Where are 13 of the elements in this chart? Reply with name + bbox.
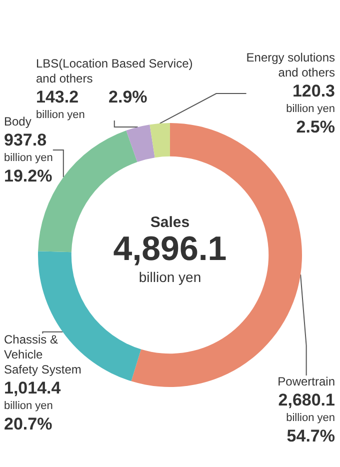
- slice-label: Powertrain: [278, 374, 335, 388]
- slice-label: Chassis & Vehicle Safety System: [4, 332, 82, 376]
- data-label: 2,680.1 billion yen 54.7%: [278, 390, 335, 446]
- text: Sales: [150, 214, 190, 231]
- data-label: 937.8 billion yen 19.2%: [4, 130, 53, 186]
- text: 143.2 2.9% billion yen: [36, 88, 148, 121]
- slice-label: Energy solutions and others: [246, 50, 335, 80]
- text: 4,896.1: [113, 230, 227, 268]
- text: billion yen: [138, 269, 202, 285]
- slice-label: Body: [4, 114, 32, 128]
- slice-label: LBS(Location Based Service) and others: [36, 56, 193, 86]
- data-label: 120.3 billion yen 2.5%: [286, 82, 335, 136]
- data-label: 1,014.4 billion yen 20.7%: [4, 378, 62, 434]
